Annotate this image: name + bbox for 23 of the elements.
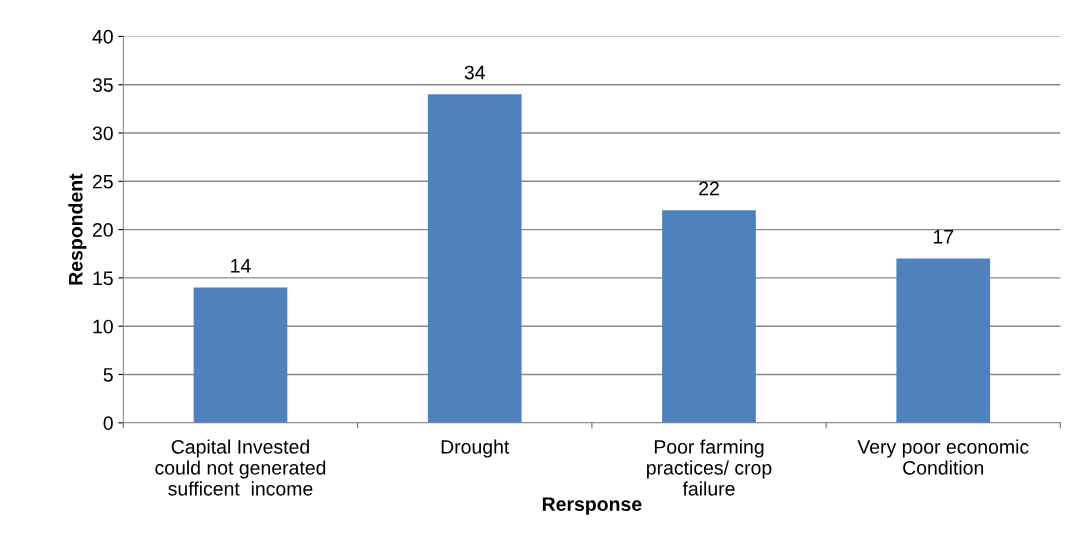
y-tick-label: 35: [92, 78, 113, 92]
bar: [427, 94, 522, 423]
data-label: 14: [231, 259, 251, 273]
bar: [662, 210, 756, 423]
x-tick-label: Poor farming practices/ crop failure: [647, 439, 772, 496]
y-tick-label: 10: [93, 319, 113, 334]
data-label: 17: [933, 230, 954, 244]
y-tick-label: 0: [103, 416, 113, 431]
y-tick-label: 20: [92, 223, 113, 237]
y-tick-label: 5: [103, 368, 113, 382]
y-tick-label: 40: [92, 29, 113, 44]
y-axis-title: Respondent: [68, 173, 87, 285]
x-tick-label: Drought: [441, 439, 510, 458]
bar: [193, 287, 288, 423]
x-tick-label: Very poor economic Condition: [857, 439, 1029, 475]
bar: [896, 258, 991, 423]
y-tick-label: 30: [92, 126, 113, 141]
data-label: 34: [464, 65, 485, 80]
x-tick-label: Capital Invested could not generated sufficent income: [155, 439, 326, 496]
y-tick-label: 15: [93, 271, 113, 286]
x-axis-title: Rersponse: [542, 497, 642, 515]
y-tick-label: 25: [92, 174, 113, 189]
data-label: 22: [699, 181, 719, 196]
